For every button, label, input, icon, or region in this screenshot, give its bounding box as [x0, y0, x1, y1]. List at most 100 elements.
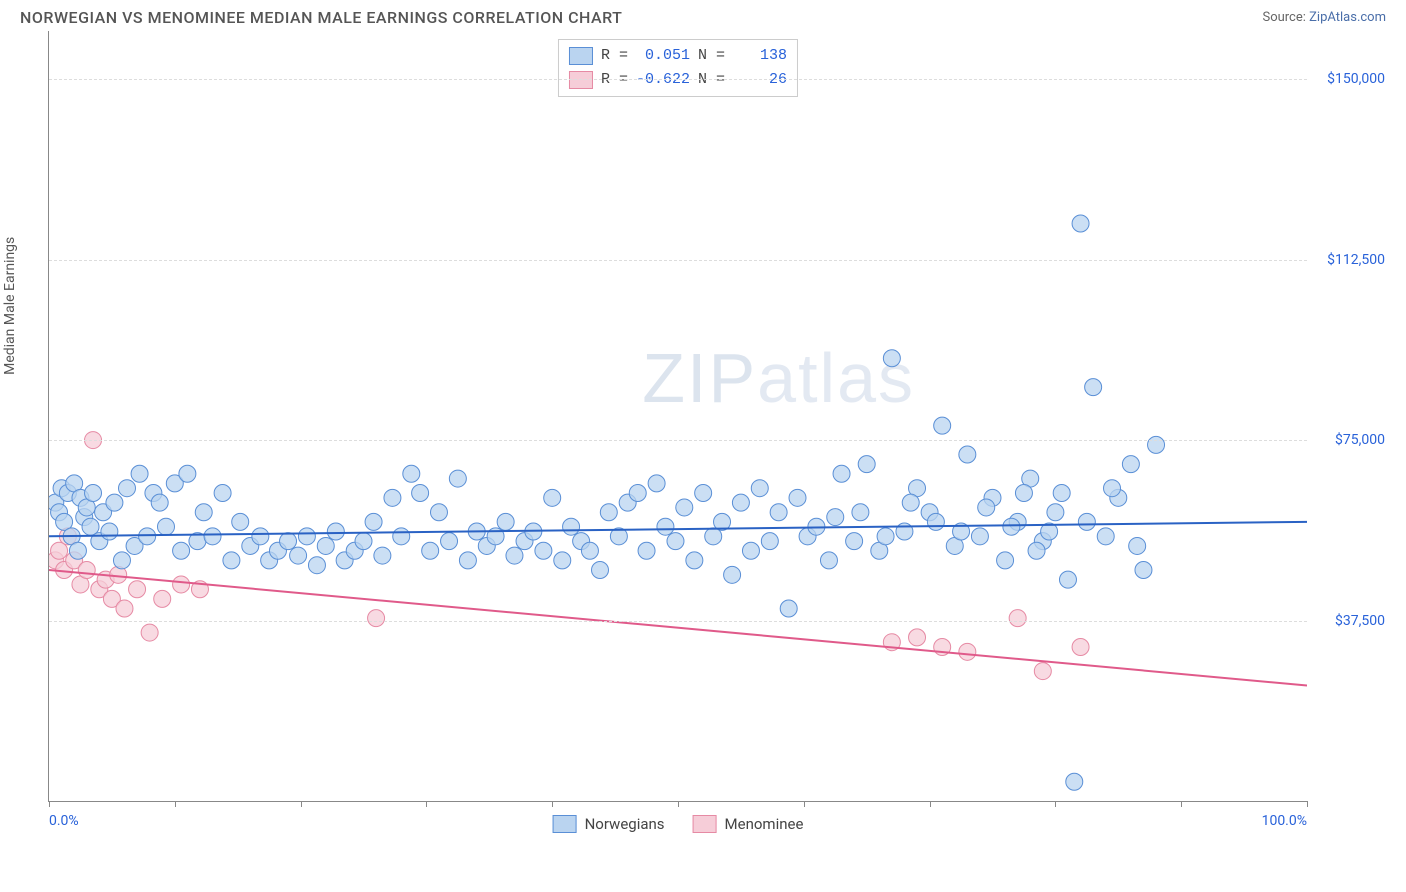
data-point	[909, 629, 926, 646]
data-point	[129, 581, 146, 598]
scatter-svg	[49, 31, 1307, 801]
data-point	[69, 542, 86, 559]
xtick	[678, 801, 679, 807]
xtick	[804, 801, 805, 807]
data-point	[308, 557, 325, 574]
data-point	[600, 504, 617, 521]
data-point	[118, 480, 135, 497]
data-point	[554, 552, 571, 569]
data-point	[506, 547, 523, 564]
y-axis-label: Median Male Earnings	[2, 237, 18, 375]
n-value-norwegians: 138	[733, 44, 787, 68]
legend-item-menominee: Menominee	[693, 815, 804, 833]
data-point	[1053, 485, 1070, 502]
data-point	[157, 518, 174, 535]
gridline-h	[49, 621, 1307, 622]
data-point	[934, 417, 951, 434]
xtick	[175, 801, 176, 807]
data-point	[298, 528, 315, 545]
data-point	[422, 542, 439, 559]
data-point	[629, 485, 646, 502]
source-link[interactable]: ZipAtlas.com	[1309, 10, 1386, 25]
xtick	[301, 801, 302, 807]
data-point	[820, 552, 837, 569]
ytick-label: $112,500	[1327, 252, 1385, 268]
data-point	[101, 523, 118, 540]
data-point	[106, 494, 123, 511]
data-point	[173, 576, 190, 593]
data-point	[214, 485, 231, 502]
header: NORWEGIAN VS MENOMINEE MEDIAN MALE EARNI…	[0, 0, 1406, 31]
data-point	[1097, 528, 1114, 545]
data-point	[1059, 571, 1076, 588]
data-point	[1135, 562, 1152, 579]
xtick	[552, 801, 553, 807]
legend-label-menominee: Menominee	[725, 815, 804, 833]
data-point	[858, 456, 875, 473]
data-point	[1072, 639, 1089, 656]
data-point	[657, 518, 674, 535]
xtick	[1055, 801, 1056, 807]
data-point	[780, 600, 797, 617]
data-point	[497, 513, 514, 530]
xtick	[49, 801, 50, 807]
data-point	[317, 537, 334, 554]
data-point	[544, 489, 561, 506]
data-point	[223, 552, 240, 569]
data-point	[1047, 504, 1064, 521]
data-point	[78, 562, 95, 579]
chart-container: Median Male Earnings ZIPatlas R = 0.051 …	[20, 31, 1386, 841]
data-point	[638, 542, 655, 559]
data-point	[1034, 663, 1051, 680]
data-point	[1078, 513, 1095, 530]
data-point	[393, 528, 410, 545]
data-point	[751, 480, 768, 497]
plot-area: ZIPatlas R = 0.051 N = 138 R = -0.622 N …	[48, 31, 1307, 802]
n-label: N =	[698, 44, 725, 68]
data-point	[1104, 480, 1121, 497]
r-label: R =	[601, 44, 628, 68]
data-point	[131, 465, 148, 482]
data-point	[290, 547, 307, 564]
data-point	[179, 465, 196, 482]
trend-line	[49, 570, 1307, 686]
data-point	[1028, 542, 1045, 559]
data-point	[365, 513, 382, 530]
ytick-label: $150,000	[1327, 71, 1385, 87]
data-point	[1066, 773, 1083, 790]
source-label: Source:	[1262, 10, 1309, 25]
data-point	[280, 533, 297, 550]
data-point	[695, 485, 712, 502]
data-point	[877, 528, 894, 545]
data-point	[384, 489, 401, 506]
data-point	[959, 643, 976, 660]
data-point	[667, 533, 684, 550]
ytick-label: $75,000	[1335, 432, 1385, 448]
data-point	[686, 552, 703, 569]
data-point	[430, 504, 447, 521]
gridline-h	[49, 260, 1307, 261]
data-point	[173, 542, 190, 559]
data-point	[1122, 456, 1139, 473]
data-point	[742, 542, 759, 559]
xtick	[930, 801, 931, 807]
legend-swatch-norwegians	[553, 815, 577, 833]
legend-item-norwegians: Norwegians	[553, 815, 665, 833]
chart-title: NORWEGIAN VS MENOMINEE MEDIAN MALE EARNI…	[20, 8, 622, 27]
gridline-h	[49, 440, 1307, 441]
data-point	[116, 600, 133, 617]
r-value-norwegians: 0.051	[636, 44, 690, 68]
bottom-legend: Norwegians Menominee	[553, 815, 804, 833]
correlation-stats-box: R = 0.051 N = 138 R = -0.622 N = 26	[558, 39, 798, 97]
data-point	[648, 475, 665, 492]
data-point	[139, 528, 156, 545]
ytick-label: $37,500	[1335, 613, 1385, 629]
data-point	[732, 494, 749, 511]
data-point	[789, 489, 806, 506]
data-point	[252, 528, 269, 545]
data-point	[581, 542, 598, 559]
xtick	[1181, 801, 1182, 807]
data-point	[959, 446, 976, 463]
data-point	[852, 504, 869, 521]
data-point	[1148, 436, 1165, 453]
